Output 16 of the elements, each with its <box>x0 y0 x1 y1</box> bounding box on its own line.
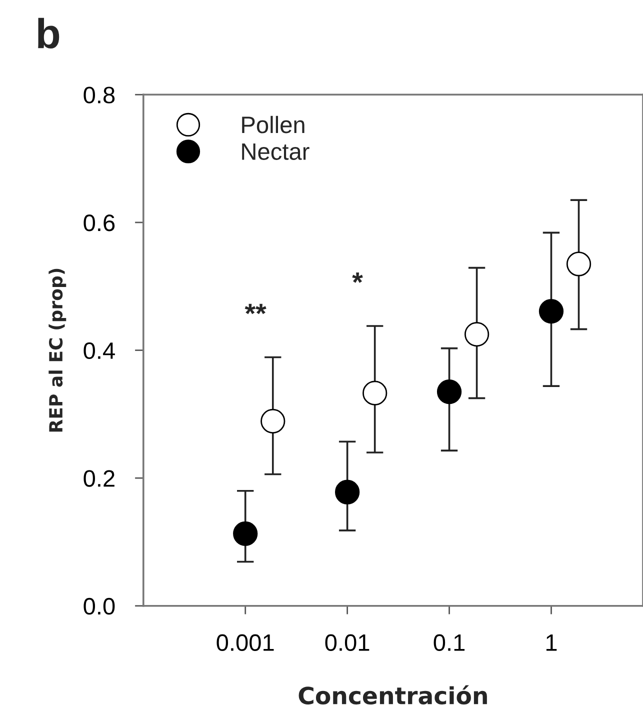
y-tick-label: 0.6 <box>84 214 115 232</box>
y-axis-title: REP al EC (prop) <box>48 268 66 432</box>
y-tick-label: 0.8 <box>84 86 115 104</box>
legend-label: Pollen <box>242 116 304 134</box>
y-tick-label: 0.4 <box>84 342 115 360</box>
x-tick-label: 0.1 <box>434 634 465 651</box>
y-tick-label: 0.2 <box>84 470 114 487</box>
chart-title: b <box>38 18 60 49</box>
x-tick-label: 0.01 <box>325 634 370 651</box>
annotation: ** <box>244 304 266 314</box>
annotation: * <box>352 272 363 283</box>
x-tick-label: 1 <box>546 634 557 651</box>
legend-label: Nectar <box>242 143 310 160</box>
x-tick-label: 0.001 <box>216 634 274 651</box>
x-axis-title: Concentración <box>298 685 487 704</box>
y-tick-label: 0.0 <box>84 598 115 615</box>
